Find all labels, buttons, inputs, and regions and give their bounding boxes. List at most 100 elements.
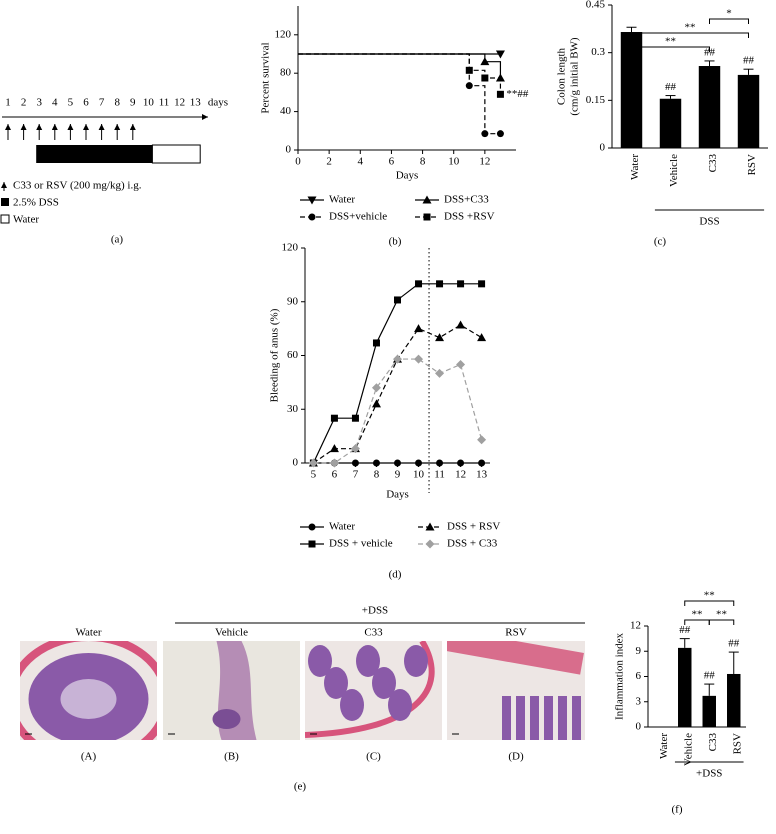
x-tick-label: 6 <box>389 156 395 168</box>
tissue-crypt <box>356 645 380 677</box>
y-tick-label: 9 <box>636 645 642 657</box>
tissue-crypt <box>308 645 332 677</box>
legend-marker <box>425 539 435 549</box>
y-tick-label: 120 <box>275 28 292 40</box>
x-tick-label: 8 <box>420 156 426 168</box>
tissue-crypt <box>558 696 567 740</box>
image-title: RSV <box>505 627 526 639</box>
image-title: Water <box>76 627 102 639</box>
point <box>495 50 505 59</box>
point <box>496 130 504 138</box>
day-unit: days <box>208 97 228 109</box>
day-label: 12 <box>174 97 185 109</box>
y-tick-label: 90 <box>287 295 299 307</box>
significance-label: ** <box>665 36 676 48</box>
point <box>372 459 380 467</box>
water-bar <box>151 144 201 164</box>
y-tick-label: 60 <box>287 349 299 361</box>
significance-label: ** <box>692 609 703 621</box>
x-tick-label: 6 <box>332 469 338 481</box>
error-bar <box>665 95 676 99</box>
y-tick-label: 3 <box>636 695 642 707</box>
day-label: 6 <box>83 97 89 109</box>
point <box>436 280 444 288</box>
x-tick-label: C33 <box>707 154 719 173</box>
tissue-crypt <box>544 696 553 740</box>
tissue-crypt <box>502 696 511 740</box>
legend-label: DSS + RSV <box>447 521 500 533</box>
histology-image <box>447 641 585 740</box>
point <box>465 82 473 90</box>
tissue <box>163 641 300 740</box>
bar <box>659 98 682 148</box>
value-annotation: ## <box>728 638 740 650</box>
tissue <box>20 641 157 740</box>
point <box>393 354 402 364</box>
tissue-crypt <box>516 696 525 740</box>
day-label: 13 <box>190 97 202 109</box>
value-annotation: ## <box>665 81 677 93</box>
histology-image <box>163 641 300 740</box>
x-tick-label: C33 <box>707 733 719 752</box>
legend-label: 2.5% DSS <box>13 197 59 209</box>
point <box>414 324 424 333</box>
series-line <box>313 324 482 464</box>
point <box>436 459 444 467</box>
day-label: 11 <box>159 97 170 109</box>
panel-label: (b) <box>389 236 402 248</box>
point <box>481 130 489 138</box>
point <box>308 458 318 468</box>
end-label: **## <box>506 88 529 100</box>
legend-label: DSS+C33 <box>444 194 489 206</box>
point <box>457 280 465 288</box>
x-tick-label: Vehicle <box>682 733 694 766</box>
point <box>435 368 445 378</box>
series-line <box>298 53 502 95</box>
y-tick-label: 0 <box>636 721 642 733</box>
tissue-crypt <box>324 667 348 699</box>
y-axis-label: Bleeding of anus (%) <box>269 308 281 402</box>
x-tick-label: 10 <box>413 469 425 481</box>
legend-label: DSS+vehicle <box>329 211 387 223</box>
point <box>414 354 424 364</box>
legend-label: DSS + C33 <box>447 538 498 550</box>
x-tick-label: 5 <box>311 469 317 481</box>
group-label: +DSS <box>362 605 388 617</box>
tissue-crypt <box>530 696 539 740</box>
y-axis-label: Percent survival <box>260 42 272 113</box>
tissue-crypt <box>388 689 412 721</box>
x-axis-label: Days <box>386 489 409 501</box>
y-tick-label: 6 <box>636 670 642 682</box>
day-label: 9 <box>130 97 136 109</box>
y-tick-label: 120 <box>282 242 299 254</box>
significance-bracket <box>709 18 749 24</box>
significance-bracket <box>631 46 710 52</box>
group-label: DSS <box>699 216 719 228</box>
day-label: 5 <box>68 97 74 109</box>
day-label: 4 <box>52 97 58 109</box>
point <box>371 399 381 408</box>
x-axis-label: Days <box>396 170 419 182</box>
histology-image <box>305 641 442 740</box>
point <box>435 333 445 342</box>
legend-swatch <box>1 198 9 206</box>
point <box>478 280 486 288</box>
day-label: 10 <box>143 97 155 109</box>
panel-label: (d) <box>389 569 402 581</box>
legend-marker <box>308 213 316 221</box>
day-label: 1 <box>5 97 11 109</box>
x-tick-label: Water <box>629 154 641 180</box>
point <box>329 444 339 453</box>
point <box>415 280 423 288</box>
dss-bar <box>36 145 153 163</box>
error-bar <box>626 26 637 33</box>
point <box>350 444 360 454</box>
image-label: (D) <box>508 751 524 763</box>
significance-label: ** <box>716 609 727 621</box>
tissue-crypt <box>340 689 364 721</box>
tissue <box>305 641 442 740</box>
x-tick-label: Vehicle <box>668 154 680 187</box>
x-tick-label: 2 <box>326 156 332 168</box>
point <box>415 459 423 467</box>
value-annotation: ## <box>704 670 716 682</box>
